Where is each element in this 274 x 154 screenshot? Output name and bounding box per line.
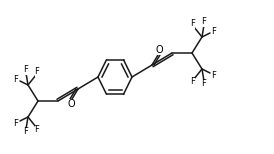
Text: F: F xyxy=(212,26,216,36)
Text: F: F xyxy=(13,75,18,83)
Text: F: F xyxy=(190,77,195,87)
Text: F: F xyxy=(13,118,18,128)
Text: F: F xyxy=(35,67,39,77)
Text: F: F xyxy=(35,126,39,134)
Text: F: F xyxy=(212,71,216,79)
Text: F: F xyxy=(202,79,206,89)
Text: F: F xyxy=(24,128,28,136)
Text: F: F xyxy=(202,18,206,26)
Text: O: O xyxy=(155,45,163,55)
Text: F: F xyxy=(24,65,28,75)
Text: O: O xyxy=(67,99,75,109)
Text: F: F xyxy=(190,20,195,28)
